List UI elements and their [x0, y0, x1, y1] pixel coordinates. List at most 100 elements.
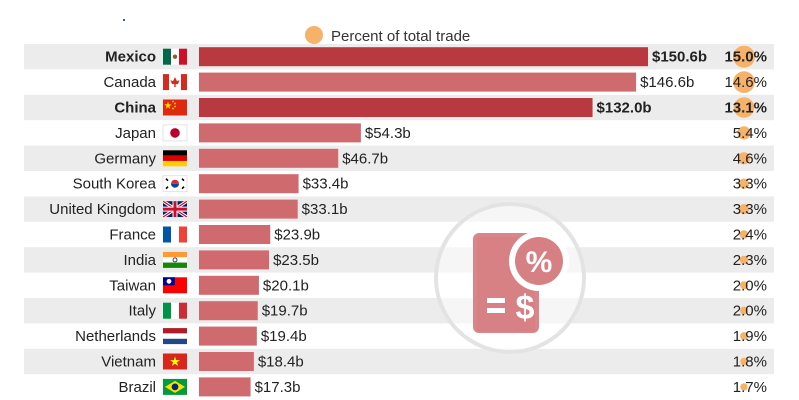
row-band	[24, 145, 774, 171]
percent-label: 2.0%	[733, 277, 767, 294]
percent-label: 14.6%	[724, 74, 767, 91]
value-label: $33.4b	[303, 176, 349, 193]
bar	[199, 377, 251, 397]
percent-label: 2.0%	[733, 303, 767, 320]
percent-label: 2.4%	[733, 227, 767, 244]
percent-bubble	[739, 255, 749, 265]
bar	[199, 47, 648, 67]
percent-bubble	[739, 306, 749, 315]
bar	[199, 250, 270, 270]
percent-label: 5.4%	[733, 125, 767, 142]
percent-bubble	[733, 71, 755, 93]
value-label: $20.1b	[263, 277, 309, 294]
italy-flag-icon	[163, 302, 187, 319]
bar	[199, 326, 257, 346]
category-label: South Korea	[73, 176, 157, 193]
mexico-flag-icon	[163, 48, 187, 65]
bar	[199, 275, 259, 295]
bar-row: France $23.9b 2.4%	[109, 225, 767, 244]
value-label: $18.4b	[258, 354, 304, 371]
france-flag-icon	[163, 226, 187, 243]
vietnam-flag-icon	[163, 353, 187, 370]
percent-bubble	[740, 332, 748, 341]
bar	[199, 72, 637, 92]
bar-row: Germany $46.7b 4.6%	[94, 148, 767, 168]
percent-bubble	[739, 281, 749, 290]
category-label: China	[114, 100, 156, 117]
bar-row: Netherlands $19.4b 1.9%	[75, 326, 767, 346]
category-label: India	[123, 252, 156, 269]
china-flag-icon	[163, 99, 187, 116]
bar-row: India $23.5b 2.3%	[123, 250, 767, 270]
category-label: Mexico	[105, 49, 156, 66]
row-band	[24, 348, 774, 375]
netherlands-flag-icon	[163, 328, 187, 345]
value-label: $150.6b	[652, 49, 707, 66]
india-flag-icon	[163, 251, 187, 268]
percent-bubble	[738, 178, 750, 189]
bar-row: Japan $54.3b 5.4%	[115, 123, 767, 143]
value-label: $19.4b	[261, 328, 307, 345]
category-label: Japan	[115, 125, 156, 142]
category-label: Netherlands	[75, 328, 156, 345]
value-label: $46.7b	[342, 150, 388, 167]
bar	[199, 174, 299, 194]
percent-bubble	[737, 152, 751, 165]
value-label: $23.9b	[274, 227, 320, 244]
category-label: Italy	[128, 303, 156, 320]
bar	[199, 199, 298, 219]
bar	[199, 148, 339, 168]
brazil-flag-icon	[163, 378, 187, 395]
category-label: Canada	[103, 74, 156, 91]
bar-row: Mexico $150.6b 15.0%	[105, 45, 767, 68]
category-label: France	[109, 227, 156, 244]
bar-row: United Kingdom $33.1b 3.3%	[49, 199, 767, 219]
value-label: $17.3b	[255, 379, 301, 396]
percent-bubble	[733, 45, 755, 68]
percent-label: 2.3%	[733, 252, 767, 269]
bar-row: Brazil $17.3b 1.7%	[118, 377, 767, 397]
bar-row: Taiwan $20.1b 2.0%	[109, 275, 767, 295]
germany-flag-icon	[163, 150, 187, 167]
percent-label: 1.7%	[733, 379, 767, 396]
percent-bubble	[737, 126, 751, 140]
percent-label: 4.6%	[733, 150, 767, 167]
percent-bubble	[739, 230, 749, 239]
bar	[199, 301, 258, 321]
row-band	[24, 298, 774, 324]
united-kingdom-flag-icon	[163, 201, 187, 218]
row-bands	[24, 44, 774, 375]
bar	[199, 352, 254, 371]
svg-text:$: $	[516, 289, 535, 327]
row-band	[24, 196, 774, 222]
legend-label: Percent of total trade	[331, 28, 470, 45]
bar-row: South Korea $33.4b 3.3%	[73, 174, 767, 194]
value-label: $23.5b	[273, 252, 319, 269]
bar-row: China $132.0b 13.1%	[114, 97, 767, 118]
percent-bubble	[733, 97, 755, 118]
percent-label: 15.0%	[724, 49, 767, 66]
legend-marker-icon	[305, 26, 323, 44]
data-rows: Mexico $150.6b 15.0% Canada $146.6b 14.6% Chin…	[49, 45, 767, 397]
percent-bubble	[740, 357, 748, 366]
south-korea-flag-icon	[162, 175, 188, 193]
bar-row: Canada $146.6b 14.6%	[103, 71, 767, 93]
category-label: United Kingdom	[49, 201, 156, 218]
percent-bubble	[740, 383, 748, 391]
value-label: $33.1b	[302, 201, 348, 218]
value-label: $54.3b	[365, 125, 411, 142]
bar-row: Italy $19.7b 2.0%	[128, 301, 767, 321]
legend: Percent of total trade	[305, 26, 470, 45]
category-label: Germany	[94, 150, 156, 167]
bar	[199, 98, 593, 117]
percent-label: 1.8%	[733, 354, 767, 371]
bar	[199, 123, 361, 143]
bar-row: Vietnam $18.4b 1.8%	[101, 352, 767, 371]
percent-label: 3.3%	[733, 201, 767, 218]
top-left-dot	[123, 19, 125, 21]
percent-dollar-document-icon: % $	[434, 202, 586, 354]
value-label: $19.7b	[262, 303, 308, 320]
percent-label: 3.3%	[733, 176, 767, 193]
percent-bubble	[738, 203, 750, 215]
